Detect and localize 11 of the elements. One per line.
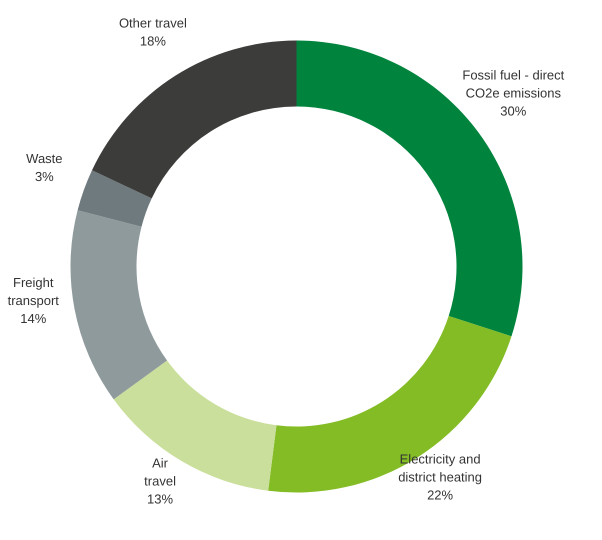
data-label: 3%	[34, 169, 54, 184]
data-label: 30%	[500, 103, 527, 118]
slice-label: Air travel	[144, 456, 176, 489]
slice-label: Waste	[26, 151, 63, 166]
data-label: 14%	[20, 311, 47, 326]
data-label: 18%	[140, 34, 166, 49]
data-label: 22%	[427, 487, 454, 502]
slice-label: Freight transport	[8, 275, 60, 308]
slice-label: Fossil fuel - direct CO2e emissions	[462, 67, 565, 100]
data-label: 13%	[147, 492, 174, 507]
slice-label: Other travel	[118, 16, 187, 31]
